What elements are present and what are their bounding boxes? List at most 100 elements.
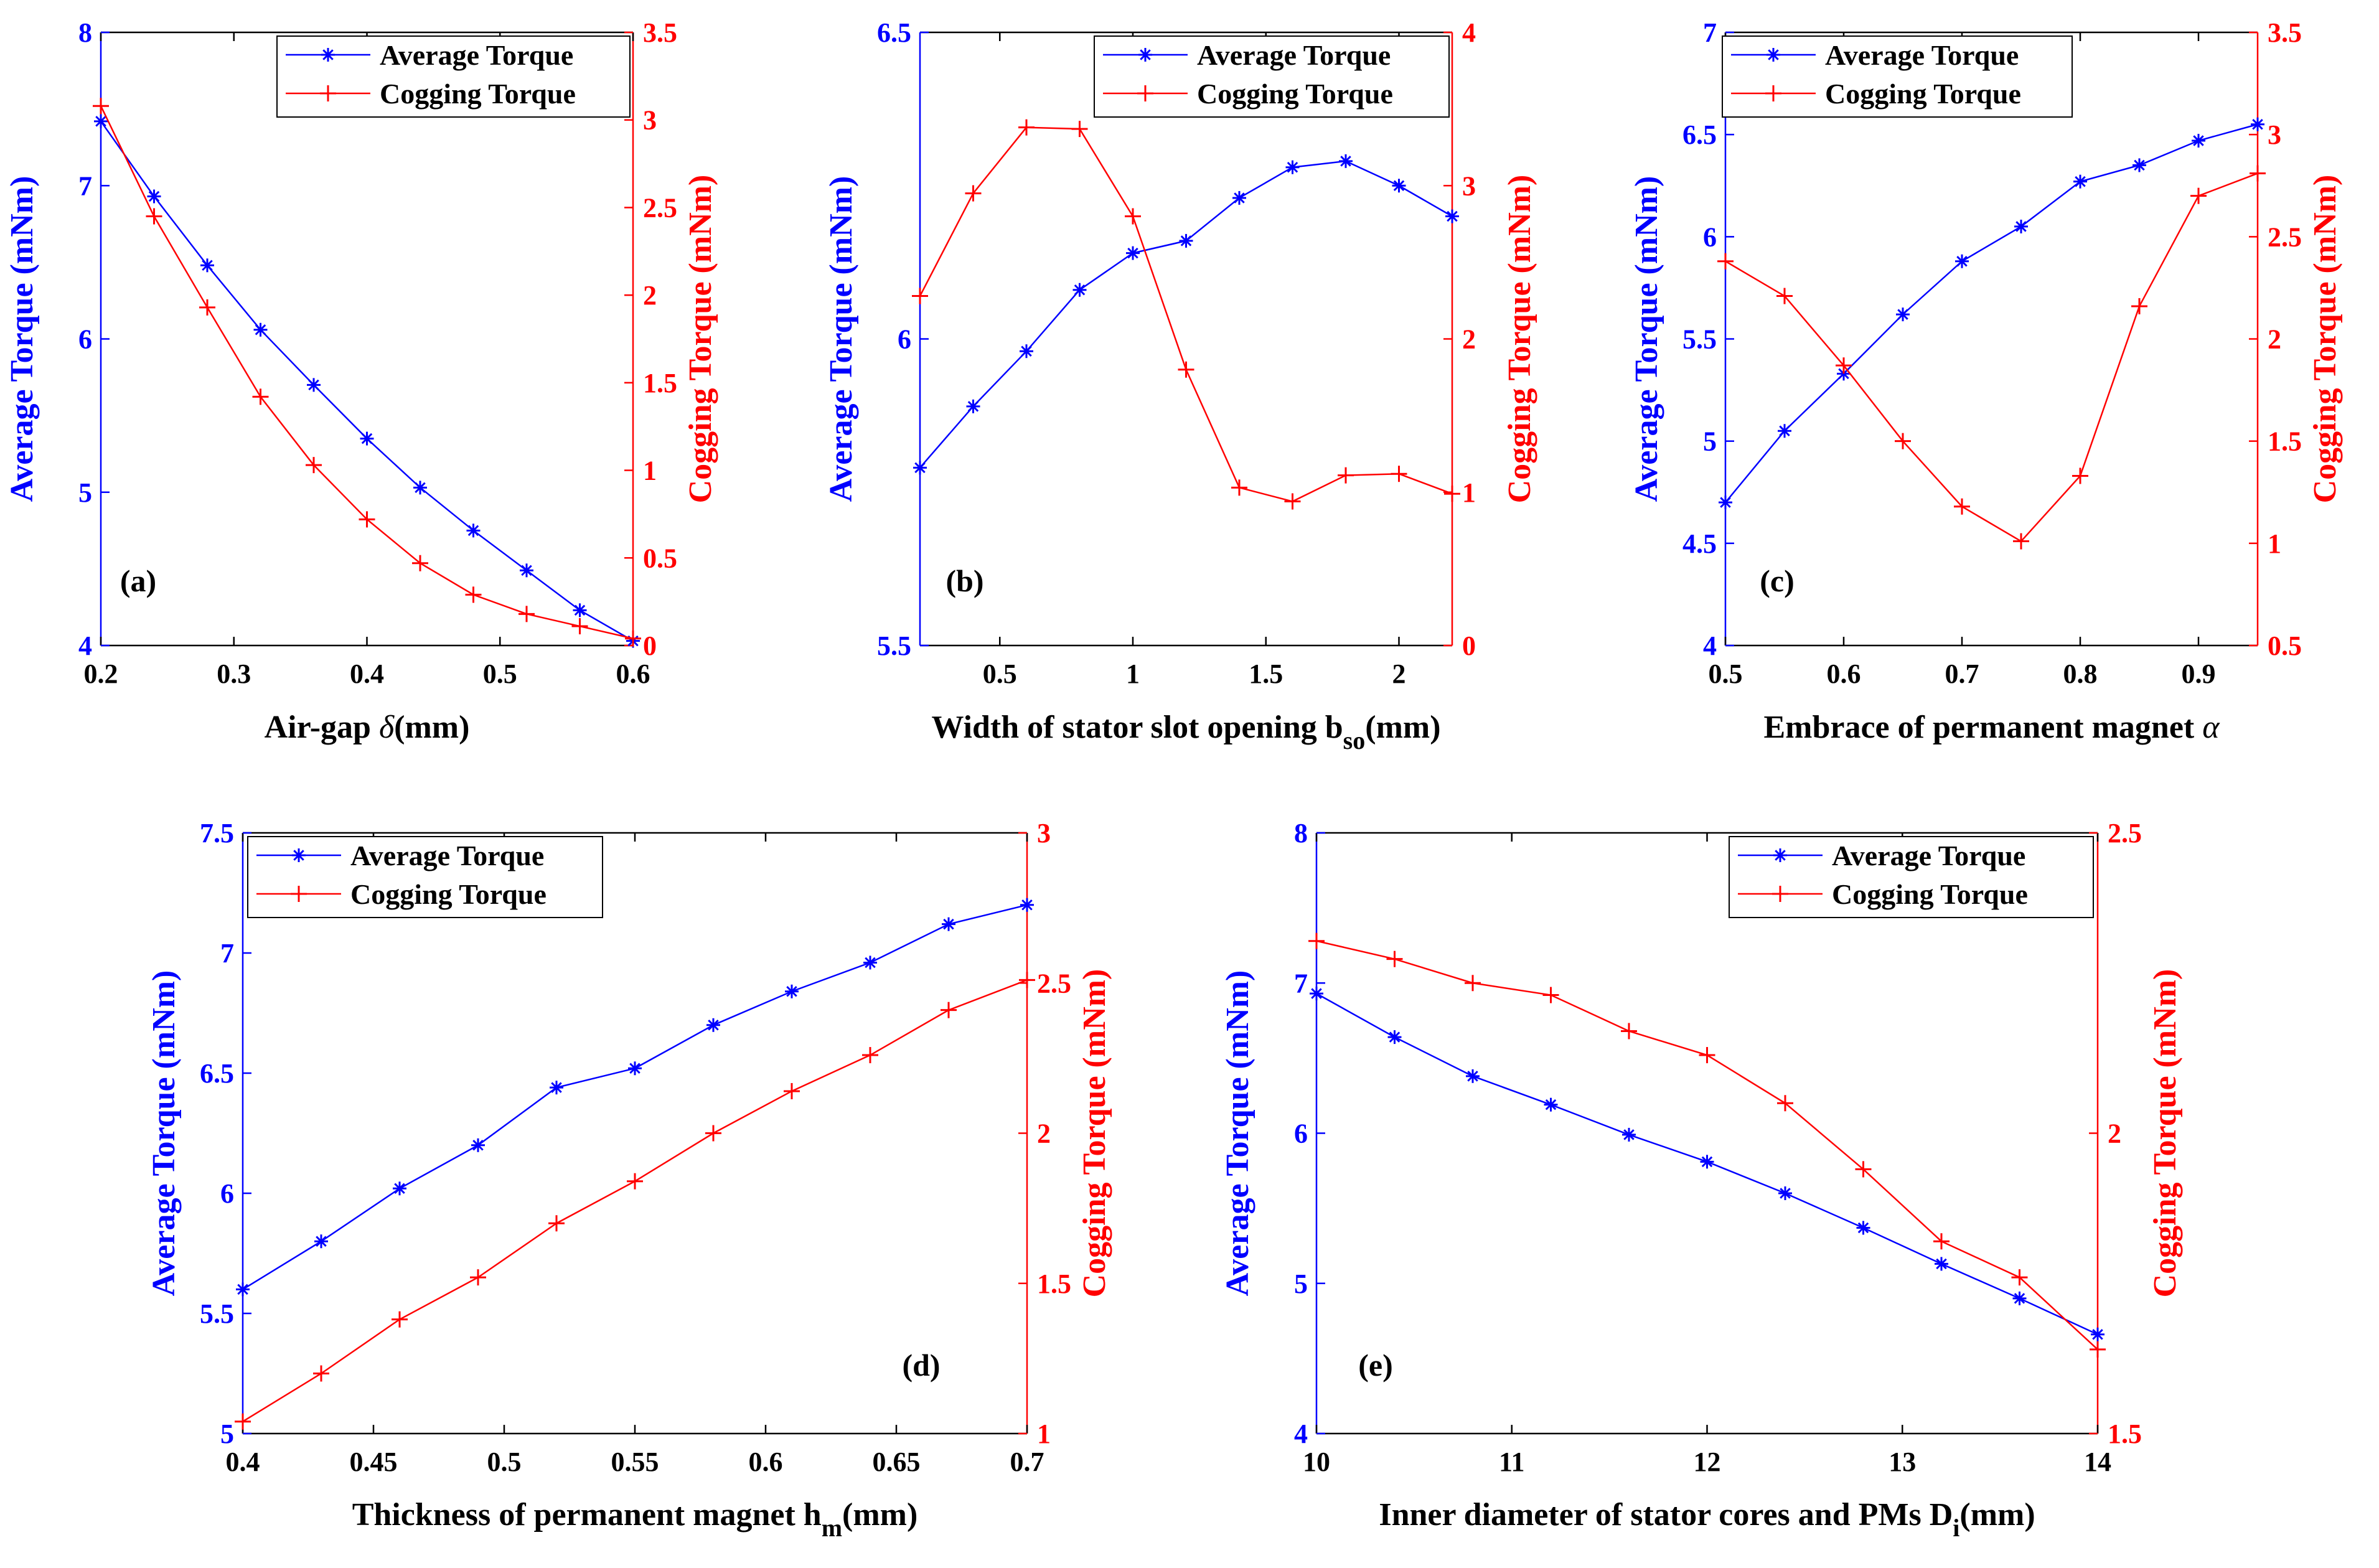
- average-torque-point: [1339, 154, 1353, 168]
- x-tick-label: 0.5: [483, 659, 517, 689]
- average-torque-line: [242, 904, 1028, 1290]
- y-right-tick-label: 2.5: [2108, 818, 2142, 848]
- legend-cogging-label: Cogging Torque: [1825, 78, 2021, 110]
- average-torque-point: [94, 114, 108, 128]
- cogging-torque-point: [1231, 479, 1247, 496]
- x-tick-label: 0.7: [1945, 659, 1979, 689]
- y-left-tick-label: 4: [1294, 1419, 1308, 1449]
- legend-star-marker: [1773, 848, 1787, 862]
- legend-plus-marker: [291, 886, 307, 902]
- y-left-tick-label: 6: [1703, 222, 1717, 252]
- legend-cogging-label: Cogging Torque: [1197, 78, 1393, 110]
- cogging-torque-point: [313, 1365, 329, 1382]
- y-right-tick-label: 2.5: [2268, 222, 2302, 252]
- x-tick-label: 1.5: [1249, 659, 1283, 689]
- y-right-tick-label: 2.5: [1037, 968, 1071, 998]
- plot-area: [1725, 32, 2258, 646]
- cogging-torque-point: [1699, 1047, 1715, 1064]
- cogging-torque-point: [412, 555, 428, 571]
- average-torque-point: [413, 481, 427, 495]
- cogging-torque-point: [1284, 493, 1301, 510]
- x-tick-label: 0.4: [350, 659, 384, 689]
- y-right-tick-label: 1: [643, 456, 657, 486]
- y-right-tick-label: 2: [1037, 1119, 1051, 1149]
- chart-panel-d: 0.4 0.45 0.5 0.55 0.6 0.65 0.7 5 5.5 6 6.5 7 7.5 1 1.5…: [146, 818, 1112, 1542]
- y-left-tick-label: 4: [1703, 631, 1717, 661]
- chart-panel-b: 0.5 1 1.5 2 5.5 6 6.5 0 1 2 3 4 Average Torque (mNm)…: [824, 17, 1537, 754]
- average-torque-point: [2251, 117, 2264, 131]
- average-torque-point: [1126, 246, 1140, 260]
- y-left-tick-label: 4: [78, 631, 92, 661]
- y-left-tick-label: 6.5: [877, 17, 911, 48]
- y-right-tick-label: 4: [1462, 17, 1476, 48]
- y-right-tick-label: 2: [2268, 324, 2281, 355]
- x-tick-label: 11: [1499, 1447, 1525, 1477]
- y-axis-left-title: Average Torque (mNm): [146, 970, 182, 1297]
- cogging-torque-point: [465, 586, 482, 603]
- x-axis-title: Width of stator slot opening bso(mm): [931, 710, 1440, 754]
- legend-cogging-label: Cogging Torque: [350, 878, 547, 910]
- y-axis-right-title: Cogging Torque (mNm): [1502, 175, 1537, 504]
- y-right-tick-label: 0: [643, 631, 657, 661]
- y-right-tick-label: 3.5: [2268, 17, 2302, 48]
- cogging-torque-point: [705, 1125, 721, 1142]
- average-torque-point: [1896, 307, 1910, 322]
- legend: Average Torque Cogging Torque: [247, 836, 603, 918]
- cogging-torque-point: [912, 288, 928, 304]
- average-torque-point: [1700, 1155, 1714, 1169]
- average-torque-point: [628, 1061, 642, 1076]
- average-torque-point: [863, 955, 877, 970]
- x-tick-label: 0.4: [226, 1447, 260, 1477]
- cogging-torque-point: [784, 1082, 800, 1099]
- y-axis-left-title: Average Torque (mNm): [1220, 970, 1255, 1297]
- x-tick-label: 14: [2084, 1447, 2111, 1477]
- average-torque-point: [1778, 424, 1791, 438]
- average-torque-point: [1466, 1069, 1480, 1083]
- cogging-torque-point: [571, 618, 588, 635]
- average-torque-point: [200, 258, 214, 273]
- average-torque-point: [573, 603, 587, 617]
- cogging-torque-line: [919, 126, 1453, 502]
- cogging-torque-point: [1776, 288, 1793, 304]
- y-right-tick-label: 1.5: [2268, 426, 2302, 457]
- average-torque-point: [550, 1081, 563, 1095]
- y-left-tick-label: 5: [78, 477, 92, 508]
- y-left-tick-label: 6: [220, 1178, 234, 1209]
- legend-cogging-label: Cogging Torque: [380, 78, 576, 110]
- average-torque-point: [520, 563, 533, 578]
- x-tick-label: 0.3: [217, 659, 251, 689]
- cogging-torque-point: [1338, 467, 1354, 484]
- y-right-tick-label: 2.5: [643, 192, 677, 223]
- y-left-tick-label: 8: [1294, 818, 1308, 848]
- legend-average-label: Average Torque: [350, 840, 544, 871]
- cogging-torque-point: [1954, 498, 1970, 515]
- cogging-torque-line: [100, 105, 634, 639]
- average-torque-point: [1232, 190, 1246, 205]
- x-tick-label: 0.2: [84, 659, 118, 689]
- legend-box: [247, 836, 603, 918]
- x-tick-label: 0.5: [487, 1447, 522, 1477]
- y-left-tick-label: 5.5: [200, 1298, 234, 1329]
- cogging-torque-point: [941, 1002, 957, 1018]
- legend-star-marker: [1767, 48, 1780, 62]
- x-tick-label: 0.7: [1010, 1447, 1044, 1477]
- average-torque-point: [2192, 134, 2205, 148]
- y-left-tick-label: 7: [78, 171, 92, 201]
- plot-area: [101, 32, 633, 646]
- cogging-torque-point: [862, 1047, 878, 1064]
- y-left-tick-label: 5.5: [877, 631, 911, 661]
- x-tick-label: 0.5: [983, 659, 1017, 689]
- legend: Average Torque Cogging Torque: [1722, 35, 2073, 118]
- x-tick-label: 0.5: [1709, 659, 1743, 689]
- y-axis-right-title: Cogging Torque (mNm): [683, 175, 718, 504]
- cogging-torque-point: [2072, 467, 2088, 484]
- panel-label-d: (d): [902, 1348, 940, 1383]
- y-right-tick-label: 1.5: [643, 368, 677, 398]
- y-left-tick-label: 5.5: [1682, 324, 1717, 355]
- y-left-tick-label: 6: [898, 324, 911, 355]
- average-torque-point: [1544, 1097, 1558, 1112]
- y-left-tick-label: 7: [1294, 968, 1308, 998]
- average-torque-point: [236, 1282, 250, 1297]
- average-torque-point: [2091, 1327, 2104, 1341]
- y-right-tick-label: 0.5: [2268, 631, 2302, 661]
